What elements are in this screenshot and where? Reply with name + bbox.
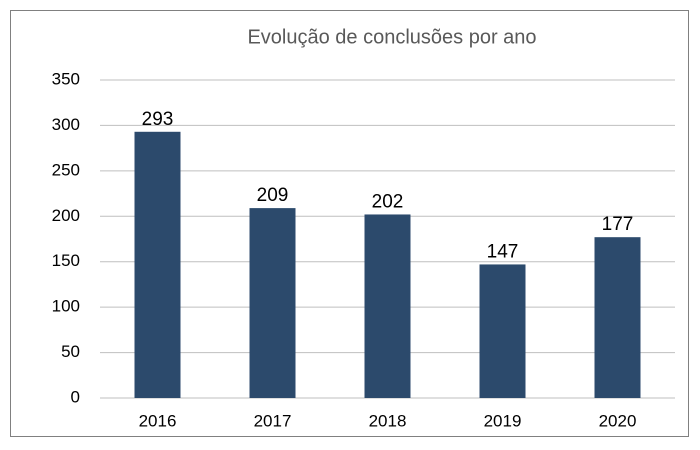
y-tick-label: 350 bbox=[52, 69, 80, 88]
x-tick-label: 2017 bbox=[254, 411, 292, 430]
y-tick-label: 50 bbox=[61, 342, 80, 361]
y-tick-label: 100 bbox=[52, 297, 80, 316]
bar bbox=[134, 131, 181, 398]
bar bbox=[594, 237, 641, 398]
y-tick-label: 0 bbox=[71, 387, 80, 406]
y-tick-label: 200 bbox=[52, 206, 80, 225]
x-tick-label: 2020 bbox=[599, 411, 637, 430]
value-label: 177 bbox=[602, 214, 634, 235]
chart-frame bbox=[10, 10, 689, 437]
bar bbox=[479, 264, 526, 398]
bar bbox=[249, 208, 296, 398]
y-tick-label: 250 bbox=[52, 160, 80, 179]
x-tick-label: 2018 bbox=[369, 411, 407, 430]
y-tick-label: 300 bbox=[52, 115, 80, 134]
x-tick-label: 2016 bbox=[139, 411, 177, 430]
chart-title: Evolução de conclusões por ano bbox=[247, 26, 536, 48]
y-tick-label: 150 bbox=[52, 251, 80, 270]
value-label: 209 bbox=[257, 185, 289, 206]
value-label: 202 bbox=[372, 191, 404, 212]
x-tick-label: 2019 bbox=[484, 411, 522, 430]
value-label: 147 bbox=[487, 241, 519, 262]
value-label: 293 bbox=[142, 109, 174, 130]
bar bbox=[364, 214, 411, 398]
